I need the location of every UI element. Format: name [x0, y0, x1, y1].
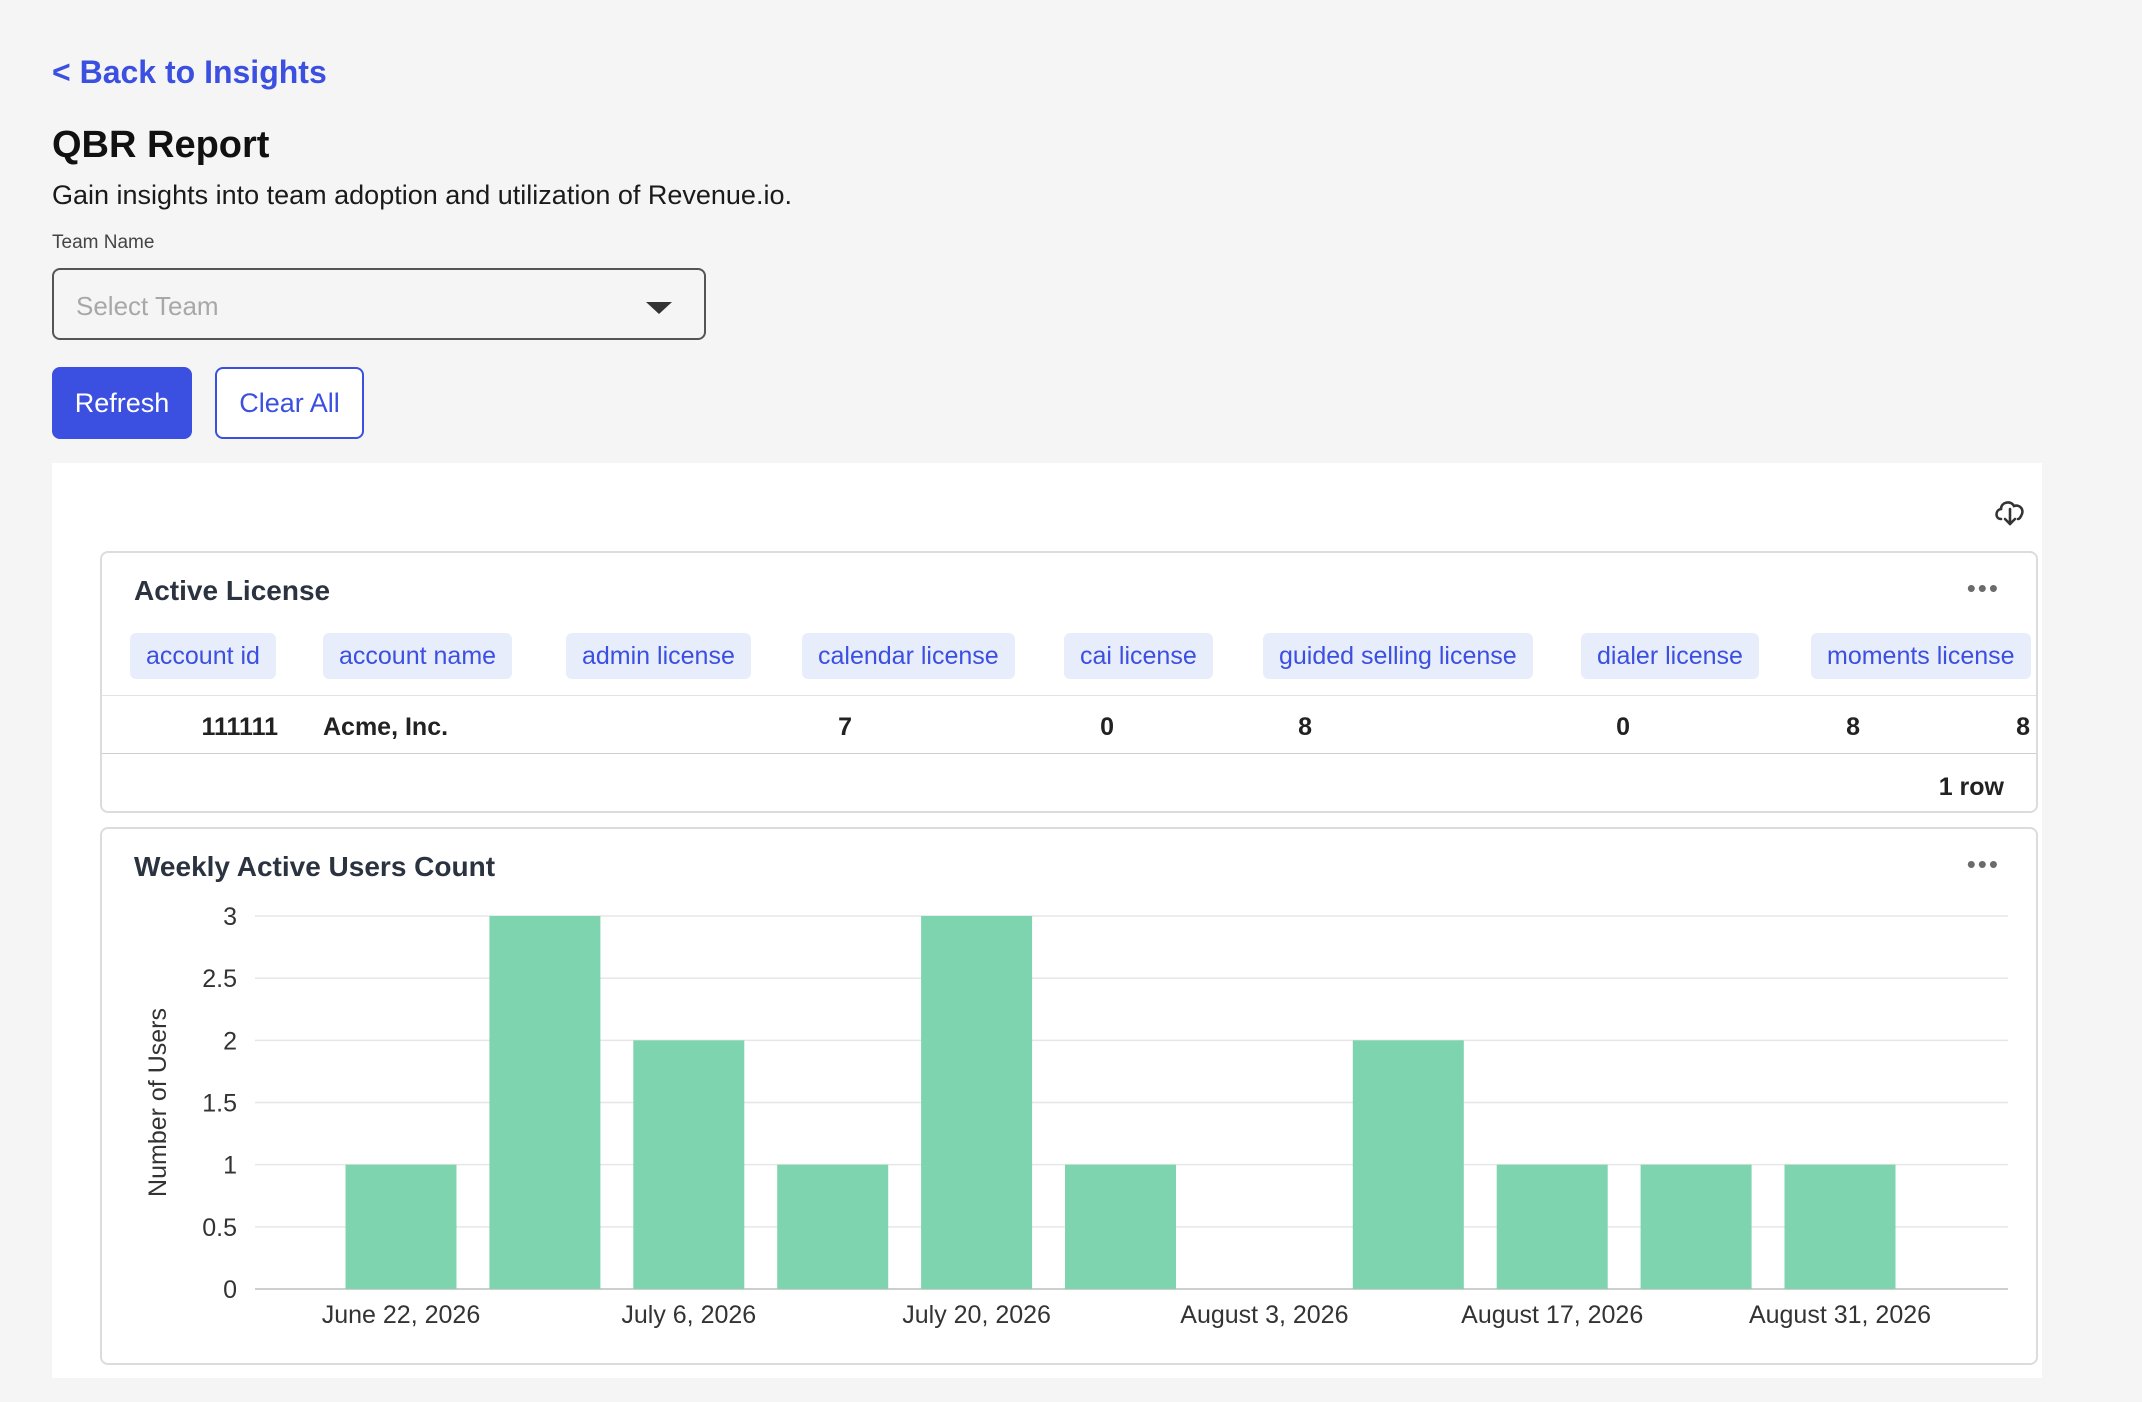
team-name-label: Team Name	[52, 232, 155, 253]
y-tick-label: 1	[223, 1152, 237, 1180]
column-header-moments-license[interactable]: moments license	[1811, 633, 2031, 679]
more-horizontal-icon[interactable]: •••	[1966, 573, 2000, 603]
cell-account-name: Acme, Inc.	[323, 713, 449, 741]
team-select[interactable]: Select Team	[52, 268, 706, 340]
y-tick-label: 0.5	[202, 1214, 237, 1242]
caret-down-icon	[646, 302, 672, 314]
more-horizontal-icon[interactable]: •••	[1966, 849, 2000, 879]
column-header-guided-selling-license[interactable]: guided selling license	[1263, 633, 1533, 679]
cell-dialer-license: 8	[1846, 713, 1860, 741]
weekly-active-users-card: Weekly Active Users Count ••• 0 0.5 1 1.5 2 2…	[100, 827, 2038, 1365]
bar	[345, 1164, 457, 1289]
column-header-cai-license[interactable]: cai license	[1064, 633, 1213, 679]
x-tick-label: July 6, 2026	[621, 1301, 756, 1329]
bar	[1496, 1164, 1608, 1289]
x-tick-label: August 31, 2026	[1749, 1301, 1931, 1329]
card-title: Weekly Active Users Count	[134, 851, 496, 882]
bar	[921, 916, 1033, 1289]
cell-cai-license: 8	[1298, 713, 1312, 741]
bar-chart: 0 0.5 1 1.5 2 2.5 3 Number of Users June 22, 202…	[144, 903, 2008, 1329]
card-title: Active License	[134, 575, 331, 606]
y-tick-label: 2	[223, 1027, 237, 1055]
active-license-card: Active License ••• account id account na…	[100, 551, 2038, 813]
bar	[489, 916, 601, 1289]
column-header-account-name[interactable]: account name	[323, 633, 513, 679]
team-select-placeholder: Select Team	[76, 291, 219, 321]
bar	[1065, 1164, 1176, 1289]
cell-guided-selling-license: 0	[1616, 713, 1630, 741]
x-tick-label: August 3, 2026	[1180, 1301, 1348, 1329]
y-tick-label: 0	[223, 1276, 237, 1304]
column-header-admin-license[interactable]: admin license	[566, 633, 751, 679]
cell-calendar-license: 0	[1100, 713, 1114, 741]
x-tick-label: July 20, 2026	[902, 1301, 1051, 1329]
page-subtitle: Gain insights into team adoption and uti…	[52, 180, 792, 210]
row-separator	[102, 695, 2036, 696]
table-bottom-border	[102, 753, 2036, 754]
y-tick-label: 3	[223, 903, 237, 931]
row-count: 1 row	[1938, 773, 2004, 801]
x-tick-label: June 22, 2026	[322, 1301, 480, 1329]
column-header-account-id[interactable]: account id	[130, 633, 276, 679]
column-header-dialer-license[interactable]: dialer license	[1581, 633, 1759, 679]
bar	[1640, 1164, 1752, 1289]
report-panel: Active License ••• account id account na…	[52, 463, 2042, 1378]
bar	[1352, 1040, 1464, 1289]
cloud-download-icon[interactable]	[1992, 493, 2028, 529]
bar	[1784, 1164, 1896, 1289]
cell-account-id: 111111	[201, 713, 278, 741]
back-to-insights-link[interactable]: < Back to Insights	[52, 54, 327, 90]
clear-all-button[interactable]: Clear All	[215, 367, 364, 439]
bar	[777, 1164, 889, 1289]
bar	[633, 1040, 745, 1289]
y-tick-label: 2.5	[202, 965, 237, 993]
cell-admin-license: 7	[838, 713, 852, 741]
y-tick-label: 1.5	[202, 1090, 237, 1118]
cell-moments-license: 8	[2016, 713, 2030, 741]
x-tick-label: August 17, 2026	[1461, 1301, 1643, 1329]
y-axis-label: Number of Users	[144, 1008, 172, 1197]
column-header-calendar-license[interactable]: calendar license	[802, 633, 1015, 679]
page-title: QBR Report	[52, 124, 270, 166]
refresh-button[interactable]: Refresh	[52, 367, 192, 439]
